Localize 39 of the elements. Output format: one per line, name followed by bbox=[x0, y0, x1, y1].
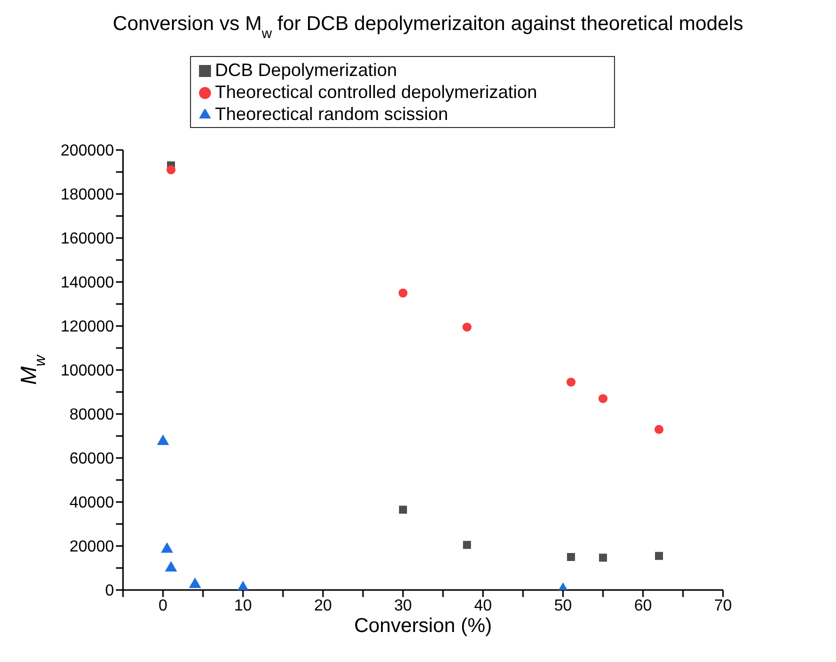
y-tick-label: 120000 bbox=[60, 318, 114, 336]
x-tick-label: 0 bbox=[158, 597, 168, 614]
point bbox=[654, 424, 664, 434]
point bbox=[188, 577, 202, 588]
y-tick-label: 140000 bbox=[60, 274, 114, 292]
x-tick-label: 20 bbox=[314, 597, 332, 614]
x-tick-label: 70 bbox=[714, 597, 732, 614]
point bbox=[160, 542, 174, 553]
y-tick-label: 80000 bbox=[70, 406, 114, 424]
x-tick-label: 60 bbox=[634, 597, 652, 614]
point bbox=[462, 322, 472, 332]
chart-title: Conversion vs M$_{w}$ for DCB depolymerizaiton against theoretical models bbox=[112, 13, 744, 41]
y-tick-label: 40000 bbox=[70, 494, 114, 512]
x-tick-label: 30 bbox=[394, 597, 412, 614]
point bbox=[166, 165, 176, 174]
point bbox=[164, 560, 178, 572]
y-tick-label: 0 bbox=[105, 582, 114, 600]
x-axis-title: Conversion (%) bbox=[354, 615, 492, 637]
y-tick-label: 180000 bbox=[60, 186, 114, 204]
point bbox=[463, 540, 471, 549]
point bbox=[398, 288, 408, 298]
point bbox=[566, 378, 576, 387]
legend-label: DCB Depolymerization bbox=[215, 60, 398, 80]
legend-label: Theorectical random scission bbox=[215, 104, 448, 124]
x-tick-label: 10 bbox=[234, 597, 252, 614]
x-tick-label: 40 bbox=[474, 597, 492, 614]
point bbox=[655, 552, 663, 560]
x-tick-label: 50 bbox=[554, 597, 572, 614]
y-tick-label: 160000 bbox=[60, 230, 114, 248]
legend-label: Theorectical controlled depolymerization bbox=[215, 82, 538, 102]
point bbox=[399, 506, 407, 514]
y-tick-label: 60000 bbox=[70, 450, 114, 468]
y-tick-label: 20000 bbox=[70, 538, 114, 556]
point bbox=[156, 434, 170, 446]
y-tick-label: 100000 bbox=[60, 362, 114, 380]
y-tick-label: 200000 bbox=[60, 142, 114, 160]
point bbox=[598, 394, 608, 404]
point bbox=[599, 554, 607, 562]
point bbox=[567, 553, 575, 561]
